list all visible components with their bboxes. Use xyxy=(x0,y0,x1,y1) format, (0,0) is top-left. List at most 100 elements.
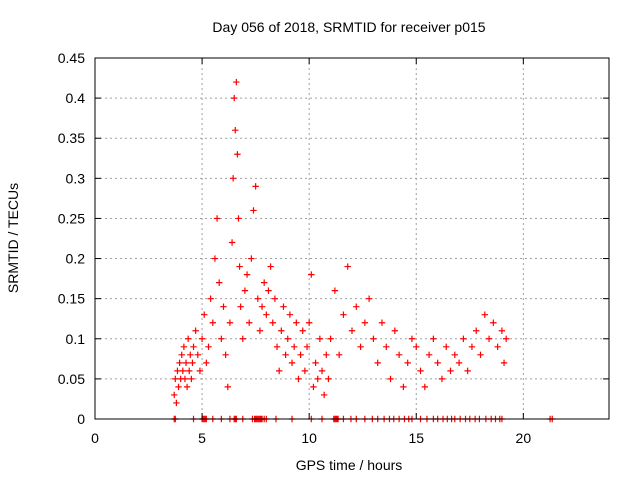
y-tick-label: 0.35 xyxy=(58,130,85,146)
data-point xyxy=(460,335,467,342)
data-point xyxy=(494,343,501,350)
data-point xyxy=(248,255,255,262)
y-tick-label: 0.2 xyxy=(66,251,86,267)
y-tick-label: 0.1 xyxy=(66,331,86,347)
y-tick-label: 0 xyxy=(77,411,85,427)
data-point xyxy=(243,271,251,278)
data-point xyxy=(451,351,458,359)
data-point xyxy=(312,359,319,367)
data-point xyxy=(275,367,283,375)
data-point xyxy=(196,367,204,375)
data-point xyxy=(282,351,289,359)
tick-labels: 0 5 10 15 20 0 0.05 0.1 0.15 0.2 0.25 0.3 0.35 0.4 0.4… xyxy=(58,50,532,446)
data-point xyxy=(455,359,463,367)
data-point xyxy=(189,359,196,367)
data-point xyxy=(318,367,326,375)
data-point xyxy=(211,255,219,262)
data-point xyxy=(361,319,369,326)
data-point xyxy=(310,383,317,391)
data-point xyxy=(325,375,332,383)
data-point xyxy=(278,327,285,334)
data-point xyxy=(327,335,334,342)
data-point xyxy=(288,359,296,367)
data-point xyxy=(218,335,225,342)
data-point xyxy=(383,343,390,350)
y-tick-label: 0.45 xyxy=(58,50,85,66)
data-point xyxy=(443,343,450,350)
x-tick-label: 15 xyxy=(408,430,424,446)
data-point xyxy=(235,215,242,222)
data-point xyxy=(498,327,506,334)
ticks xyxy=(94,57,609,420)
data-point xyxy=(194,351,201,359)
data-point xyxy=(237,303,244,310)
data-point xyxy=(331,287,339,294)
data-point xyxy=(280,303,287,310)
data-point xyxy=(269,319,276,326)
data-point xyxy=(254,295,261,302)
chart-title: Day 056 of 2018, SRMTID for receiver p01… xyxy=(212,19,485,35)
data-point xyxy=(271,295,279,302)
data-point xyxy=(468,343,476,350)
x-tick-label: 5 xyxy=(198,430,206,446)
data-point xyxy=(258,303,266,310)
data-point xyxy=(290,343,298,350)
x-tick-label: 10 xyxy=(301,430,317,446)
data-point xyxy=(481,311,488,318)
data-point xyxy=(224,383,231,391)
data-point xyxy=(213,215,221,222)
data-point xyxy=(216,279,223,286)
data-point xyxy=(425,351,433,359)
data-point xyxy=(417,367,424,375)
data-point xyxy=(286,311,294,318)
data-point xyxy=(252,183,259,190)
data-point xyxy=(395,351,403,359)
data-point xyxy=(348,327,356,334)
axes xyxy=(94,57,610,420)
data-point xyxy=(344,263,351,270)
data-point xyxy=(207,295,214,302)
data-point xyxy=(323,351,330,359)
data-point xyxy=(241,287,249,294)
data-point xyxy=(183,383,191,391)
y-tick-label: 0.4 xyxy=(66,90,86,106)
data-point xyxy=(236,263,243,270)
data-point xyxy=(178,351,185,359)
data-point xyxy=(438,375,446,383)
data-point xyxy=(378,319,386,326)
data-point xyxy=(303,343,311,350)
data-point xyxy=(500,359,508,367)
data-point xyxy=(490,319,497,326)
data-point xyxy=(198,335,206,342)
data-point xyxy=(186,367,193,375)
data-point xyxy=(503,335,510,342)
data-point xyxy=(228,239,236,246)
data-point xyxy=(413,343,420,350)
y-tick-label: 0.15 xyxy=(58,291,85,307)
data-point xyxy=(370,335,377,342)
data-point xyxy=(232,127,239,134)
data-point xyxy=(265,287,272,294)
data-point xyxy=(477,351,484,359)
data-point xyxy=(222,351,229,359)
data-point xyxy=(256,327,264,334)
data-point xyxy=(430,335,437,342)
data-point xyxy=(316,335,324,342)
data-point xyxy=(174,367,181,375)
data-point xyxy=(404,359,411,367)
data-point xyxy=(387,375,394,383)
data-point xyxy=(301,367,309,375)
y-tick-label: 0.05 xyxy=(58,371,85,387)
data-point xyxy=(421,383,429,391)
data-point xyxy=(305,319,313,326)
y-tick-label: 0.3 xyxy=(66,170,86,186)
data-point xyxy=(400,383,407,391)
data-point xyxy=(201,311,208,318)
data-point xyxy=(353,303,360,310)
data-point xyxy=(434,359,441,367)
data-point xyxy=(180,343,188,350)
data-point xyxy=(188,375,195,383)
data-point xyxy=(171,391,178,399)
